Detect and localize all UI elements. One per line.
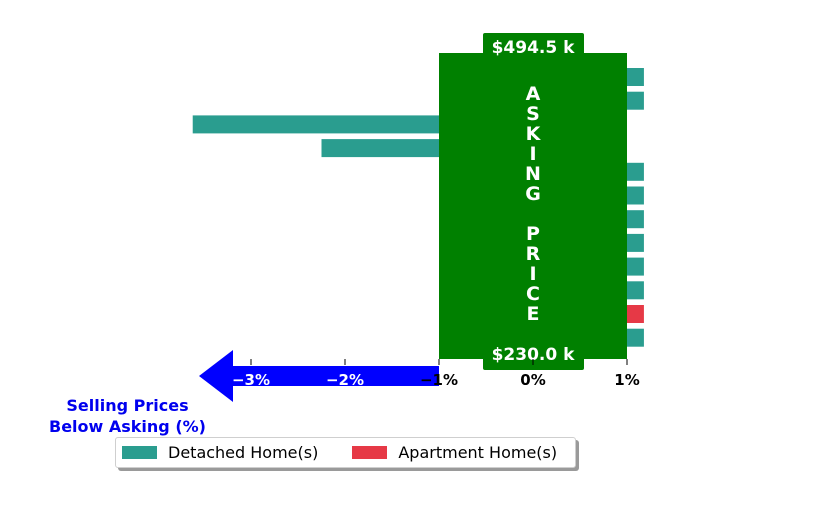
legend-swatch-detached — [122, 446, 157, 459]
legend-label-apartment: Apartment Home(s) — [398, 443, 558, 462]
asking-letter-4: N — [525, 163, 541, 185]
legend-label-detached: Detached Home(s) — [168, 443, 319, 462]
asking-letter-1: S — [526, 103, 540, 125]
direction-arrow — [199, 350, 439, 402]
bottom-price-box — [483, 343, 584, 370]
asking-letter-9: I — [529, 263, 536, 285]
asking-letter-7: P — [526, 223, 540, 245]
asking-letter-0: A — [526, 83, 541, 105]
legend-swatch-apartment — [352, 446, 388, 459]
asking-price-band — [439, 53, 627, 359]
tick-label-3: 0% — [520, 371, 545, 389]
legend: Detached Home(s) Apartment Home(s) — [115, 437, 576, 468]
asking-letter-2: K — [526, 123, 542, 145]
asking-letter-10: C — [526, 283, 540, 305]
bottom-price-label: $230.0 k — [492, 345, 576, 365]
legend-item-detached: Detached Home(s) — [122, 443, 318, 462]
tick-label-4: 1% — [614, 371, 639, 389]
top-price-box — [483, 33, 584, 59]
top-price-label: $494.5 k — [492, 38, 576, 58]
legend-item-apartment: Apartment Home(s) — [352, 443, 557, 462]
asking-letter-11: E — [527, 303, 540, 325]
asking-letter-3: I — [529, 143, 536, 165]
tick-label-2: −1% — [420, 371, 458, 389]
tick-label-0: −3% — [232, 371, 270, 389]
asking-letter-8: R — [526, 243, 541, 265]
asking-letter-5: G — [525, 183, 541, 205]
tick-label-1: −2% — [326, 371, 364, 389]
x-axis-title: Selling Prices Below Asking (%) — [49, 396, 206, 436]
